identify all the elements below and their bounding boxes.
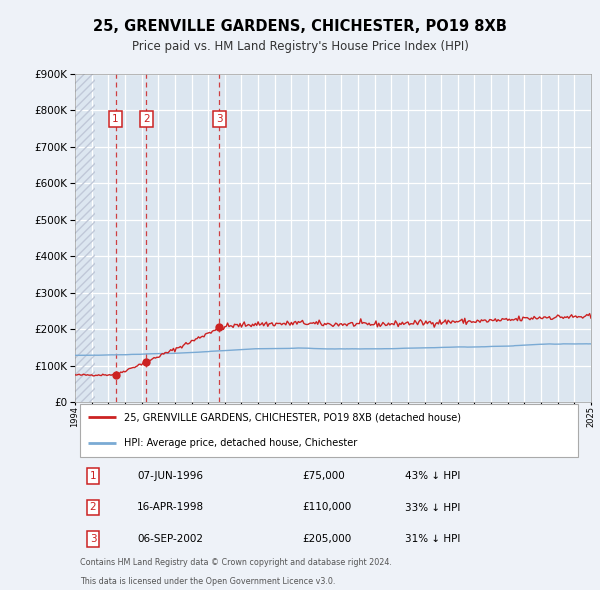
Text: £75,000: £75,000 <box>302 471 345 481</box>
Text: 07-JUN-1996: 07-JUN-1996 <box>137 471 203 481</box>
Text: 33% ↓ HPI: 33% ↓ HPI <box>405 503 461 513</box>
Text: Contains HM Land Registry data © Crown copyright and database right 2024.: Contains HM Land Registry data © Crown c… <box>80 558 392 568</box>
Text: 2: 2 <box>143 114 150 124</box>
Text: 2: 2 <box>90 503 97 513</box>
Text: 1: 1 <box>112 114 119 124</box>
Text: 3: 3 <box>216 114 223 124</box>
FancyBboxPatch shape <box>80 404 578 457</box>
Text: £110,000: £110,000 <box>302 503 351 513</box>
Text: HPI: Average price, detached house, Chichester: HPI: Average price, detached house, Chic… <box>124 438 357 448</box>
Text: Price paid vs. HM Land Registry's House Price Index (HPI): Price paid vs. HM Land Registry's House … <box>131 40 469 53</box>
Text: 06-SEP-2002: 06-SEP-2002 <box>137 534 203 544</box>
Text: £205,000: £205,000 <box>302 534 351 544</box>
Text: 25, GRENVILLE GARDENS, CHICHESTER, PO19 8XB (detached house): 25, GRENVILLE GARDENS, CHICHESTER, PO19 … <box>124 412 461 422</box>
Text: 16-APR-1998: 16-APR-1998 <box>137 503 204 513</box>
Text: 31% ↓ HPI: 31% ↓ HPI <box>405 534 461 544</box>
Text: 3: 3 <box>90 534 97 544</box>
Text: 43% ↓ HPI: 43% ↓ HPI <box>405 471 461 481</box>
Text: 25, GRENVILLE GARDENS, CHICHESTER, PO19 8XB: 25, GRENVILLE GARDENS, CHICHESTER, PO19 … <box>93 19 507 34</box>
Text: This data is licensed under the Open Government Licence v3.0.: This data is licensed under the Open Gov… <box>80 577 335 586</box>
Text: 1: 1 <box>90 471 97 481</box>
